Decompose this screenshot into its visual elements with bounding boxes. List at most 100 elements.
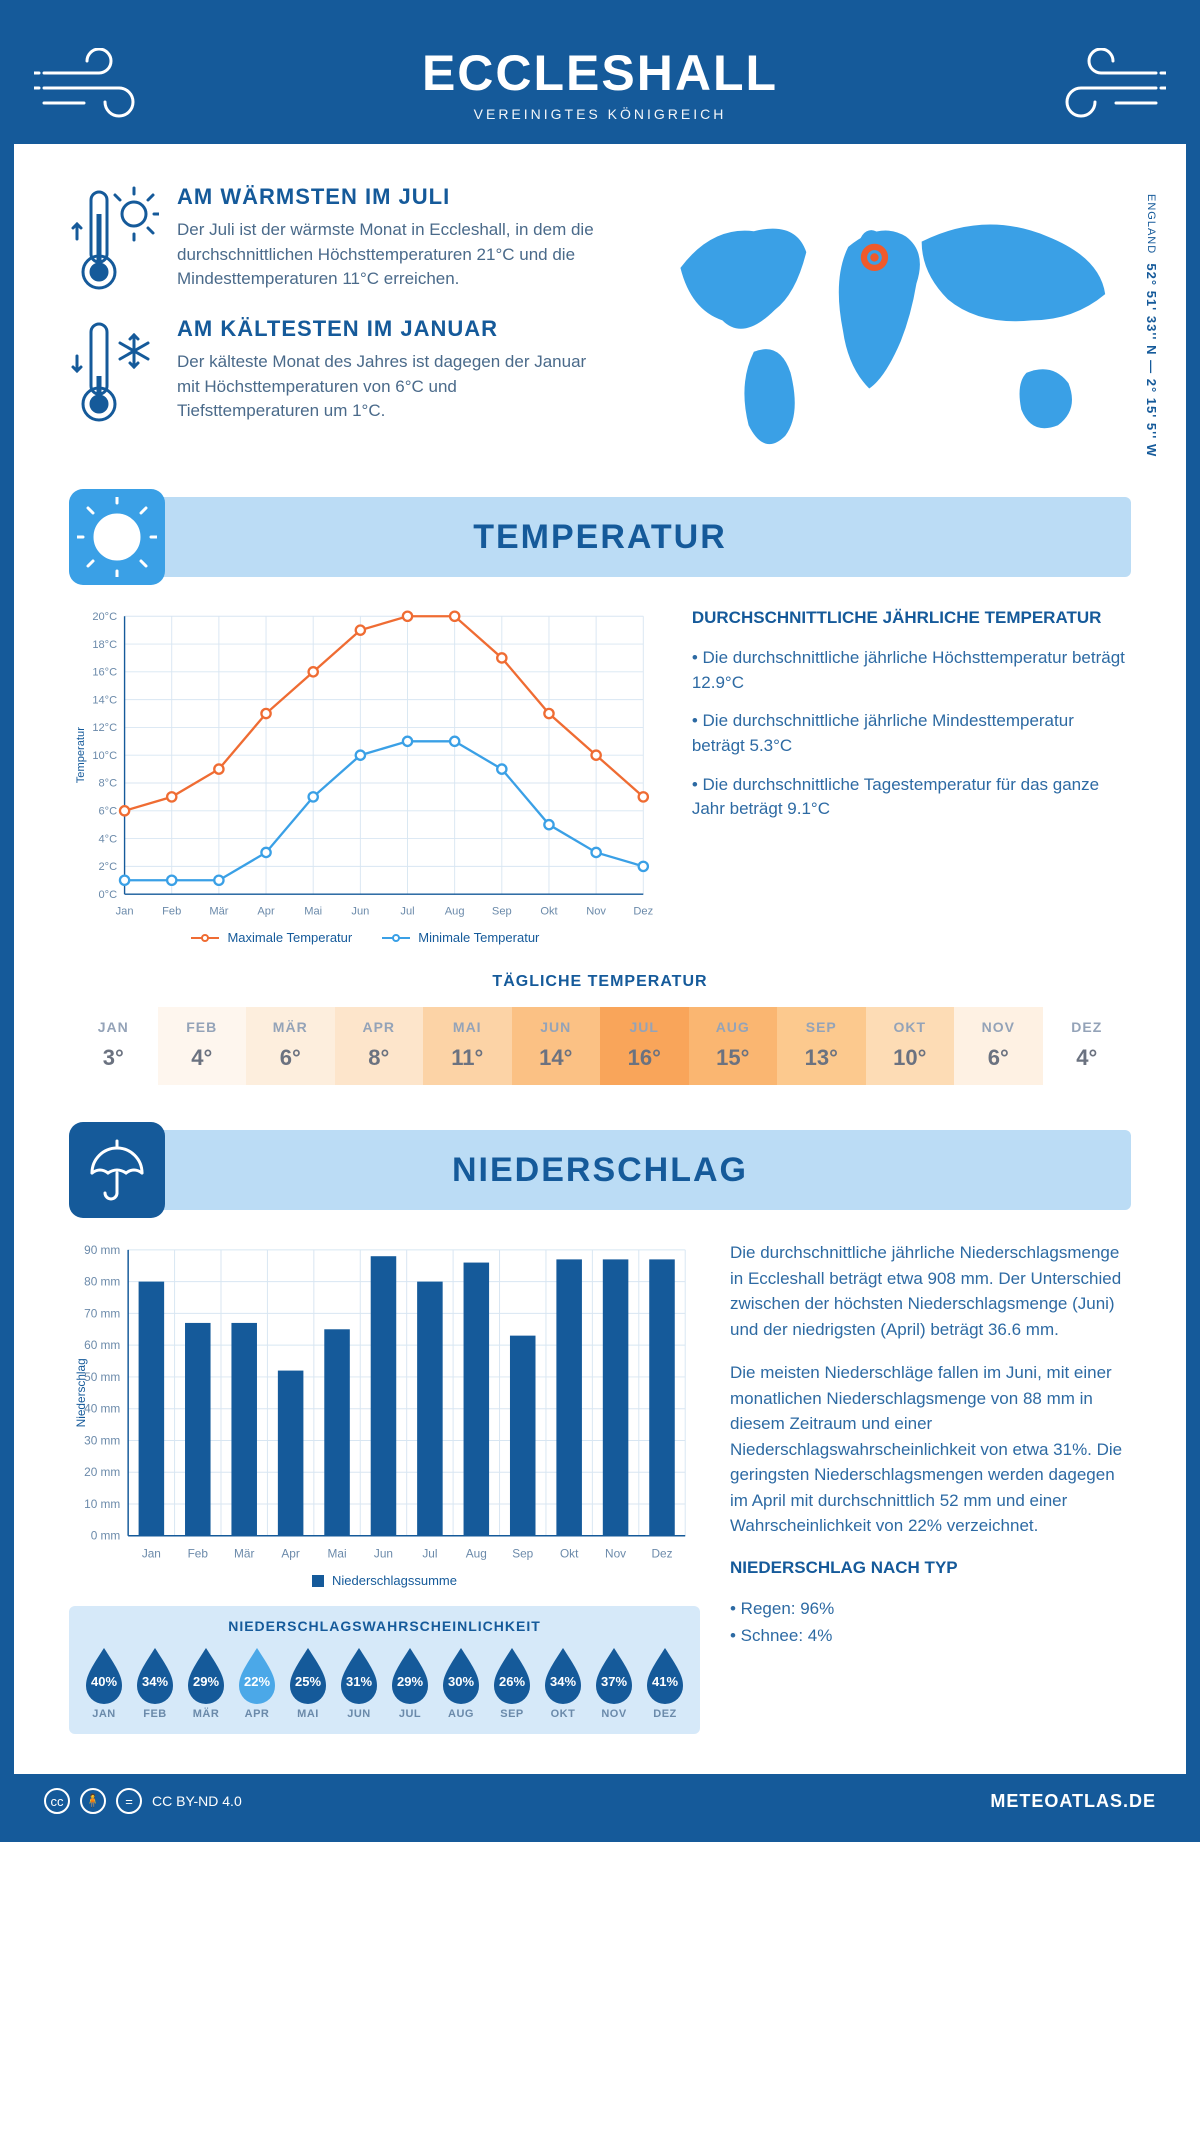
prob-drop: 34%FEB	[132, 1644, 178, 1720]
temp-legend: Maximale Temperatur Minimale Temperatur	[69, 930, 662, 945]
daily-cell: DEZ4°	[1043, 1007, 1132, 1085]
svg-text:Mai: Mai	[304, 906, 322, 918]
svg-text:Jul: Jul	[422, 1547, 437, 1561]
prob-drop: 22%APR	[234, 1644, 280, 1720]
temp-bullet: • Die durchschnittliche jährliche Höchst…	[692, 646, 1131, 695]
precip-paragraph: Die meisten Niederschläge fallen im Juni…	[730, 1360, 1131, 1539]
svg-text:10°C: 10°C	[92, 750, 117, 762]
svg-text:16°C: 16°C	[92, 667, 117, 679]
precip-prob-panel: NIEDERSCHLAGSWAHRSCHEINLICHKEIT 40%JAN 3…	[69, 1606, 700, 1734]
temperature-line-chart: 0°C2°C4°C6°C8°C10°C12°C14°C16°C18°C20°CJ…	[69, 607, 662, 922]
daily-cell: FEB4°	[158, 1007, 247, 1085]
daily-cell: JUL16°	[600, 1007, 689, 1085]
svg-text:Niederschlag: Niederschlag	[74, 1358, 88, 1427]
svg-text:18°C: 18°C	[92, 639, 117, 651]
daily-cell: MAI11°	[423, 1007, 512, 1085]
precip-legend: Niederschlagssumme	[69, 1573, 700, 1588]
svg-text:2°C: 2°C	[99, 861, 118, 873]
svg-text:0°C: 0°C	[99, 889, 118, 901]
license: cc 🧍 = CC BY-ND 4.0	[44, 1788, 242, 1814]
svg-text:8°C: 8°C	[99, 778, 118, 790]
svg-text:Dez: Dez	[651, 1547, 672, 1561]
svg-text:Feb: Feb	[162, 906, 181, 918]
infographic-frame: ECCLESHALL VEREINIGTES KÖNIGREICH	[0, 0, 1200, 1842]
nd-icon: =	[116, 1788, 142, 1814]
svg-text:Nov: Nov	[605, 1547, 626, 1561]
svg-text:Sep: Sep	[512, 1547, 533, 1561]
precip-type-item: • Schnee: 4%	[730, 1623, 1131, 1649]
page-title: ECCLESHALL	[154, 44, 1046, 102]
svg-text:20°C: 20°C	[92, 611, 117, 623]
precip-paragraph: Die durchschnittliche jährliche Niedersc…	[730, 1240, 1131, 1342]
by-icon: 🧍	[80, 1788, 106, 1814]
umbrella-icon	[69, 1122, 165, 1218]
precip-type-item: • Regen: 96%	[730, 1596, 1131, 1622]
svg-text:Nov: Nov	[586, 906, 606, 918]
prob-drop: 40%JAN	[81, 1644, 127, 1720]
svg-text:80 mm: 80 mm	[84, 1275, 120, 1289]
svg-text:Apr: Apr	[257, 906, 275, 918]
daily-temp-title: TÄGLICHE TEMPERATUR	[69, 973, 1131, 991]
svg-text:14°C: 14°C	[92, 695, 117, 707]
prob-drop: 31%JUN	[336, 1644, 382, 1720]
svg-text:30 mm: 30 mm	[84, 1434, 120, 1448]
svg-text:4°C: 4°C	[99, 833, 118, 845]
brand: METEOATLAS.DE	[990, 1791, 1156, 1812]
prob-drop: 26%SEP	[489, 1644, 535, 1720]
svg-text:20 mm: 20 mm	[84, 1465, 120, 1479]
svg-text:12°C: 12°C	[92, 722, 117, 734]
cc-icon: cc	[44, 1788, 70, 1814]
prob-drop: 34%OKT	[540, 1644, 586, 1720]
svg-text:Jun: Jun	[351, 906, 369, 918]
svg-text:Mär: Mär	[209, 906, 228, 918]
world-map: ENGLAND 52° 51' 33'' N — 2° 15' 5'' W	[628, 184, 1131, 467]
svg-text:Jun: Jun	[374, 1547, 393, 1561]
page-subtitle: VEREINIGTES KÖNIGREICH	[154, 106, 1046, 122]
prob-drop: 41%DEZ	[642, 1644, 688, 1720]
daily-cell: APR8°	[335, 1007, 424, 1085]
svg-text:Temperatur: Temperatur	[75, 727, 87, 783]
prob-drop: 25%MAI	[285, 1644, 331, 1720]
daily-cell: OKT10°	[866, 1007, 955, 1085]
svg-text:Okt: Okt	[540, 906, 557, 918]
thermometer-snow-icon	[69, 316, 159, 426]
svg-text:Okt: Okt	[560, 1547, 579, 1561]
daily-cell: JUN14°	[512, 1007, 601, 1085]
precip-banner: NIEDERSCHLAG	[69, 1130, 1131, 1210]
footer: cc 🧍 = CC BY-ND 4.0 METEOATLAS.DE	[14, 1774, 1186, 1828]
thermometer-sun-icon	[69, 184, 159, 294]
daily-cell: JAN3°	[69, 1007, 158, 1085]
daily-cell: SEP13°	[777, 1007, 866, 1085]
coordinates: ENGLAND 52° 51' 33'' N — 2° 15' 5'' W	[1144, 194, 1159, 457]
warmest-block: AM WÄRMSTEN IM JULI Der Juli ist der wär…	[69, 184, 598, 294]
coldest-text: Der kälteste Monat des Jahres ist dagege…	[177, 350, 598, 424]
svg-text:Mär: Mär	[234, 1547, 254, 1561]
daily-cell: AUG15°	[689, 1007, 778, 1085]
wind-icon-right	[1046, 48, 1166, 118]
coldest-block: AM KÄLTESTEN IM JANUAR Der kälteste Mona…	[69, 316, 598, 426]
svg-text:Aug: Aug	[466, 1547, 487, 1561]
svg-text:Feb: Feb	[188, 1547, 209, 1561]
svg-text:Mai: Mai	[328, 1547, 347, 1561]
daily-cell: MÄR6°	[246, 1007, 335, 1085]
coldest-title: AM KÄLTESTEN IM JANUAR	[177, 316, 598, 342]
prob-drop: 29%MÄR	[183, 1644, 229, 1720]
svg-text:90 mm: 90 mm	[84, 1243, 120, 1257]
svg-text:Aug: Aug	[445, 906, 465, 918]
svg-text:Jul: Jul	[400, 906, 414, 918]
warmest-text: Der Juli ist der wärmste Monat in Eccles…	[177, 218, 598, 292]
temperature-banner: TEMPERATUR	[69, 497, 1131, 577]
daily-temp-grid: JAN3°FEB4°MÄR6°APR8°MAI11°JUN14°JUL16°AU…	[69, 1007, 1131, 1085]
svg-text:Jan: Jan	[116, 906, 134, 918]
daily-cell: NOV6°	[954, 1007, 1043, 1085]
svg-text:60 mm: 60 mm	[84, 1338, 120, 1352]
svg-text:40 mm: 40 mm	[84, 1402, 120, 1416]
svg-text:Sep: Sep	[492, 906, 512, 918]
svg-text:Jan: Jan	[142, 1547, 161, 1561]
svg-text:Apr: Apr	[281, 1547, 299, 1561]
precip-type-heading: NIEDERSCHLAG NACH TYP	[730, 1557, 1131, 1580]
prob-drop: 29%JUL	[387, 1644, 433, 1720]
prob-drop: 37%NOV	[591, 1644, 637, 1720]
sun-icon	[69, 489, 165, 585]
svg-text:10 mm: 10 mm	[84, 1497, 120, 1511]
